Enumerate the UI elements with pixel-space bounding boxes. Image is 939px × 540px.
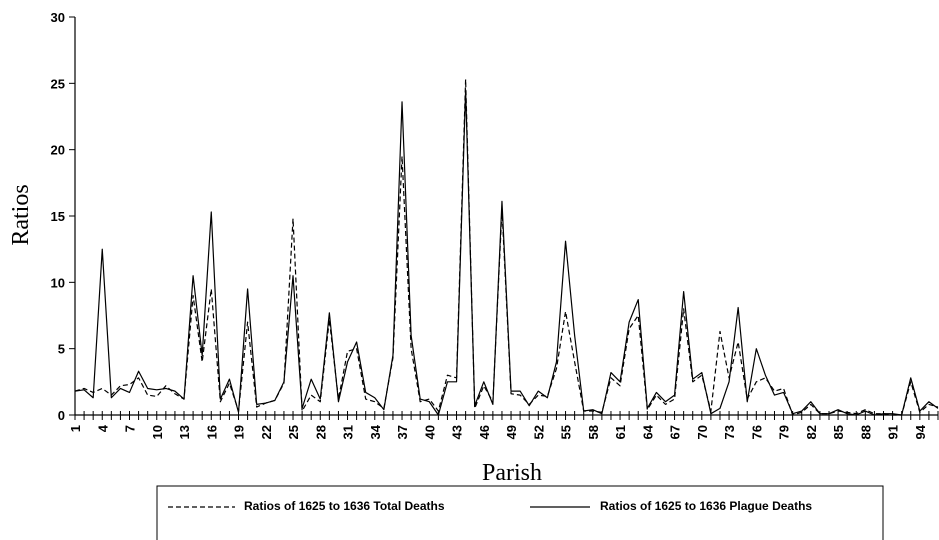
x-tick-label: 13 (177, 425, 192, 439)
x-tick-label: 22 (259, 425, 274, 439)
legend-label: Ratios of 1625 to 1636 Plague Deaths (600, 499, 812, 513)
y-tick-label: 20 (51, 143, 65, 158)
data-line (74, 78, 939, 416)
x-tick-label: 46 (477, 425, 492, 439)
x-tick-label: 16 (204, 425, 219, 439)
x-tick-label: 52 (531, 425, 546, 439)
x-tick-label: 94 (913, 424, 928, 439)
y-tick-label: 0 (58, 408, 65, 423)
y-tick-label: 5 (58, 342, 65, 357)
x-tick-label: 10 (150, 425, 165, 439)
x-tick-label: 55 (559, 425, 574, 439)
x-tick-label: 7 (123, 425, 138, 432)
x-tick-label: 76 (749, 425, 764, 439)
y-tick-label: 25 (51, 76, 65, 91)
x-tick-label: 49 (504, 425, 519, 439)
x-tick-label: 67 (668, 425, 683, 439)
x-tick-label: 25 (286, 425, 301, 439)
x-tick-label: 85 (831, 425, 846, 439)
x-tick-label: 91 (886, 425, 901, 439)
x-tick-label: 34 (368, 424, 383, 439)
x-tick-label: 79 (777, 425, 792, 439)
x-tick-label: 40 (422, 425, 437, 439)
x-tick-label: 28 (313, 425, 328, 439)
legend-label: Ratios of 1625 to 1636 Total Deaths (244, 499, 445, 513)
x-tick-label: 43 (450, 425, 465, 439)
x-tick-label: 88 (858, 425, 873, 439)
x-tick-label: 61 (613, 425, 628, 439)
y-tick-label: 15 (51, 209, 65, 224)
data-line (74, 89, 939, 416)
x-tick-label: 37 (395, 425, 410, 439)
x-tick-label: 64 (640, 424, 655, 439)
x-tick-label: 31 (341, 425, 356, 439)
x-tick-label: 19 (232, 425, 247, 439)
legend-box (156, 485, 884, 540)
y-tick-label: 10 (51, 275, 65, 290)
x-tick-label: 1 (68, 425, 83, 432)
x-tick-label: 70 (695, 425, 710, 439)
y-tick-label: 30 (51, 10, 65, 25)
x-tick-label: 82 (804, 425, 819, 439)
x-tick-label: 58 (586, 425, 601, 439)
x-tick-label: 4 (95, 424, 110, 432)
x-tick-label: 73 (722, 425, 737, 439)
y-axis-title: Ratios (8, 184, 34, 245)
x-axis-title: Parish (482, 460, 542, 486)
